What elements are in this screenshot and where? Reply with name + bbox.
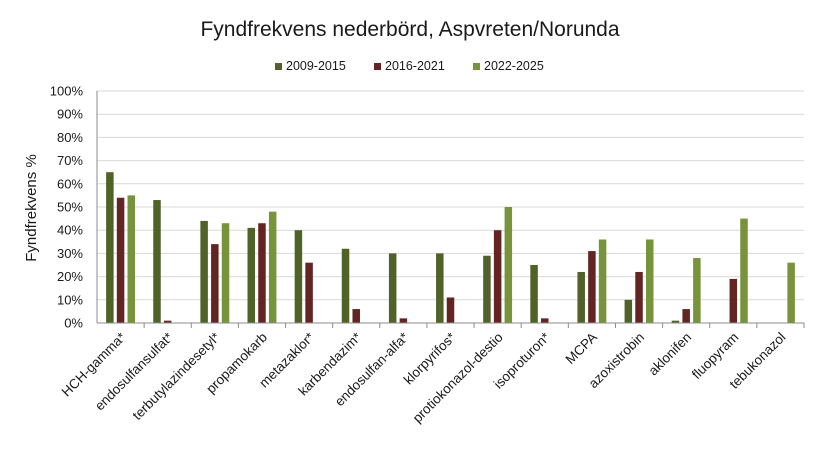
bar [682,309,690,323]
y-tick-label: 60% [57,176,83,191]
bar [541,318,549,323]
y-tick-label: 80% [57,130,83,145]
y-axis-label: Fyndfrekvens % [23,154,40,262]
legend-swatch [473,63,480,70]
y-tick-label: 40% [57,223,83,238]
y-tick-label: 20% [57,269,83,284]
bar [305,262,313,323]
bar [163,320,172,323]
bar [624,299,633,323]
bar [645,239,654,323]
bar [493,230,502,323]
bar [352,309,360,323]
x-category-label: protiokonazol-destio [410,330,506,426]
y-axis-ticks: 0% 10% 20% 30% 40% 50% 60% 70% 80% 90% 100% [50,84,84,331]
bar [530,265,538,323]
y-tick-label: 0% [64,316,83,331]
y-tick-label: 100% [50,84,84,99]
bar [729,278,738,323]
bar [211,244,219,323]
bar [258,223,266,323]
bar [740,218,748,323]
legend: 2009-2015 2016-2021 2022-2025 [275,59,544,73]
y-tick-label: 70% [57,153,83,168]
y-tick-label: 10% [57,292,83,307]
bar [221,223,230,323]
y-tick-label: 30% [57,246,83,261]
legend-swatch [275,63,282,70]
x-axis-categories: HCH-gamma*endosulfansulfat*terbutylazind… [59,323,805,426]
bar [483,255,491,323]
bar [341,248,350,323]
chart-title: Fyndfrekvens nederbörd, Aspvreten/Norund… [200,18,619,41]
y-tick-label: 50% [57,200,83,215]
bar [200,220,208,323]
bar [588,251,596,323]
bar [598,239,607,323]
bar [693,258,701,323]
legend-swatch [374,63,381,70]
legend-label: 2009-2015 [286,59,346,73]
bar [127,195,136,323]
bar [294,230,303,323]
bar [116,197,125,323]
x-category-label: terbutylazindesetyl* [130,329,224,423]
bars [106,172,795,323]
bar [504,207,513,323]
bar [787,262,795,323]
bar [388,253,397,323]
legend-label: 2022-2025 [484,59,544,73]
bar [436,253,444,323]
bar [106,172,114,323]
y-tick-label: 90% [57,107,83,122]
bar [635,271,643,323]
bar [153,200,161,323]
bar [577,271,585,323]
bar [399,318,408,323]
bar [247,227,256,323]
x-category-label: MCPA [563,330,600,367]
bar [671,320,680,323]
x-category-label: aklonifen [645,330,694,379]
bar [446,297,455,323]
legend-label: 2016-2021 [385,59,445,73]
bar [268,211,277,323]
